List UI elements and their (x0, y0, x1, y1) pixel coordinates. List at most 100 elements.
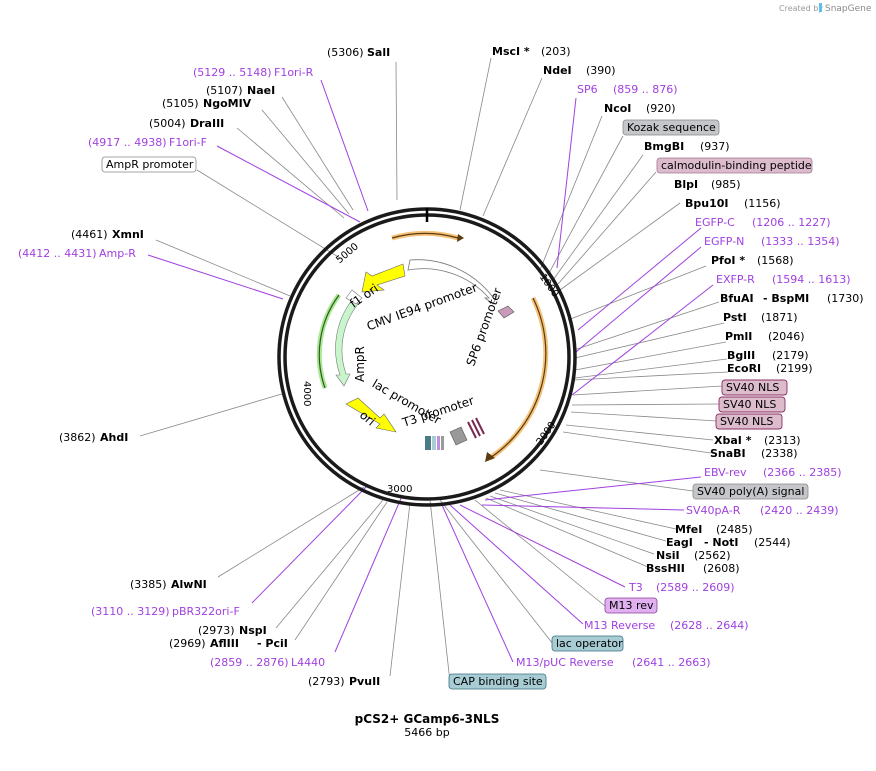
enzyme-alwni[interactable]: (3385) AlwNI (130, 578, 207, 591)
svg-text:- PciI: - PciI (257, 637, 288, 650)
enzyme-pmli[interactable]: PmlI (2046) (725, 330, 805, 343)
enzyme-ndei[interactable]: NdeI (390) (543, 64, 616, 77)
svg-text:(2589 .. 2609): (2589 .. 2609) (656, 581, 735, 594)
enzyme-pvuii[interactable]: (2793) PvuII (308, 675, 380, 688)
primer-sp6[interactable]: SP6 (859 .. 876) (577, 83, 678, 96)
plasmid-length: 5466 bp (404, 726, 449, 739)
svg-text:DraIII: DraIII (190, 117, 224, 130)
feature-sv40-nls-3[interactable]: SV40 NLS (715, 413, 783, 430)
gcamp-orf-arrow (485, 452, 495, 462)
svg-text:CAP binding site: CAP binding site (453, 675, 543, 688)
feature-sv40-polya-signal[interactable]: SV40 poly(A) signal (692, 483, 809, 500)
enzyme-naei[interactable]: (5107) NaeI (206, 84, 275, 97)
enzyme-xmni[interactable]: (4461) XmnI (71, 228, 144, 241)
svg-text:(985): (985) (711, 178, 741, 191)
snapgene-branding: Created by SnapGene (779, 3, 872, 14)
enzyme-bpu10i[interactable]: Bpu10I (1156) (685, 197, 781, 210)
primer-l4440[interactable]: (2859 .. 2876) L4440 (210, 656, 325, 669)
enzyme-nspi[interactable]: (2973) NspI (198, 624, 267, 637)
primer-exfp-r[interactable]: EXFP-R (1594 .. 1613) (716, 273, 851, 286)
svg-text:(2628 .. 2644): (2628 .. 2644) (670, 619, 749, 632)
svg-text:(4461): (4461) (71, 228, 108, 241)
svg-text:(2366 .. 2385): (2366 .. 2385) (763, 466, 842, 479)
svg-text:(2641 .. 2663): (2641 .. 2663) (632, 656, 711, 669)
created-by-text: Created by (779, 4, 823, 13)
feature-m13-rev[interactable]: M13 rev (604, 597, 658, 614)
enzyme-msci[interactable]: MscI * (203) (492, 45, 571, 58)
primer-ebv-rev[interactable]: EBV-rev (2366 .. 2385) (704, 466, 842, 479)
svg-text:Amp-R: Amp-R (99, 247, 136, 260)
feature-lac-operator[interactable]: lac operator (551, 635, 624, 652)
enzyme-bglii[interactable]: BglII (2179) (727, 349, 809, 362)
enzyme-ecori[interactable]: EcoRI (2199) (727, 362, 813, 375)
enzyme-draiii[interactable]: (5004) DraIII (149, 117, 224, 130)
enzyme-pfoi[interactable]: PfoI * (1568) (711, 254, 794, 267)
primer-m13-reverse[interactable]: M13 Reverse (2628 .. 2644) (584, 619, 749, 632)
svg-text:PfoI *: PfoI * (711, 254, 745, 267)
primer-t3[interactable]: T3 (2589 .. 2609) (628, 581, 735, 594)
f1-ori-arrow (361, 263, 406, 293)
left-labels: (5306) SalI (5129 .. 5148) F1ori-R (5107… (18, 46, 390, 688)
svg-text:EGFP-C: EGFP-C (695, 216, 735, 229)
svg-text:T3: T3 (628, 581, 643, 594)
svg-text:BlpI: BlpI (674, 178, 698, 191)
svg-text:(2562): (2562) (694, 549, 731, 562)
primer-amp-r[interactable]: (4412 .. 4431) Amp-R (18, 247, 136, 260)
snapgene-logo-icon (819, 3, 822, 12)
svg-text:NgoMIV: NgoMIV (203, 97, 252, 110)
feature-cap-binding-site[interactable]: CAP binding site (448, 673, 547, 690)
primer-sv40pa-r[interactable]: SV40pA-R (2420 .. 2439) (686, 504, 839, 517)
enzyme-blpi[interactable]: BlpI (985) (674, 178, 741, 191)
svg-text:AlwNI: AlwNI (171, 578, 207, 591)
svg-text:F1ori-F: F1ori-F (169, 136, 207, 149)
enzyme-ngomiv[interactable]: (5105) NgoMIV (162, 97, 252, 110)
feature-ampr-promoter[interactable]: AmpR promoter (101, 156, 197, 173)
svg-text:(2969): (2969) (169, 637, 206, 650)
svg-text:AmpR promoter: AmpR promoter (106, 158, 194, 171)
feature-sv40-nls-1[interactable]: SV40 NLS (721, 379, 788, 396)
svg-text:(3862): (3862) (59, 431, 96, 444)
svg-text:(1730): (1730) (827, 292, 864, 305)
svg-text:(2793): (2793) (308, 675, 345, 688)
primer-pbr322ori-f[interactable]: (3110 .. 3129) pBR322ori-F (91, 605, 240, 618)
primer-f1ori-f[interactable]: (4917 .. 4938) F1ori-F (88, 136, 207, 149)
svg-text:BmgBI: BmgBI (644, 140, 684, 153)
plasmid-name: pCS2+ GCamp6-3NLS (355, 712, 500, 726)
enzyme-xbai[interactable]: XbaI * (2313) (714, 434, 801, 447)
enzyme-nsii[interactable]: NsiI (2562) (656, 549, 731, 562)
enzyme-ncoi[interactable]: NcoI (920) (604, 102, 676, 115)
enzyme-bfuai-bspmi[interactable]: BfuAI - BspMI (1730) (720, 292, 864, 305)
sv40-polya-glyph (449, 426, 468, 446)
svg-text:MscI *: MscI * (492, 45, 530, 58)
svg-text:(920): (920) (646, 102, 676, 115)
svg-text:XmnI: XmnI (112, 228, 144, 241)
svg-text:SV40 NLS: SV40 NLS (720, 415, 773, 428)
primer-egfp-n[interactable]: EGFP-N (1333 .. 1354) (704, 235, 840, 248)
enzyme-sali[interactable]: (5306) SalI (327, 46, 390, 59)
primer-egfp-c[interactable]: EGFP-C (1206 .. 1227) (695, 216, 831, 229)
ampr-arrow (335, 299, 359, 387)
feature-calmodulin-binding-peptide[interactable]: calmodulin-binding peptide (656, 157, 813, 174)
feature-kozak-sequence[interactable]: Kozak sequence (622, 119, 720, 136)
primer-m13-puc-reverse[interactable]: M13/pUC Reverse (2641 .. 2663) (516, 656, 711, 669)
enzyme-eagi-noti[interactable]: EagI - NotI (2544) (666, 536, 791, 549)
enzyme-ahdi[interactable]: (3862) AhdI (59, 431, 128, 444)
enzyme-mfei[interactable]: MfeI (2485) (675, 523, 753, 536)
enzyme-snabi[interactable]: SnaBI (2338) (710, 447, 798, 460)
snapgene-name: SnapGene (825, 4, 872, 14)
svg-text:pBR322ori-F: pBR322ori-F (172, 605, 240, 618)
svg-text:BfuAI: BfuAI (720, 292, 754, 305)
primer-f1ori-r[interactable]: (5129 .. 5148) F1ori-R (193, 66, 314, 79)
enzyme-psti[interactable]: PstI (1871) (723, 311, 798, 324)
svg-text:(2544): (2544) (754, 536, 791, 549)
enzyme-bmgbi[interactable]: BmgBI (937) (644, 140, 730, 153)
svg-text:calmodulin-binding peptide: calmodulin-binding peptide (661, 159, 812, 172)
enzyme-bsshii[interactable]: BssHII (2608) (646, 562, 740, 575)
enzyme-afliii-pcii[interactable]: (2969) AflIII - PciI (169, 637, 288, 650)
svg-text:EagI: EagI (666, 536, 693, 549)
svg-text:EBV-rev: EBV-rev (704, 466, 747, 479)
svg-text:(4412 .. 4431): (4412 .. 4431) (18, 247, 97, 260)
ori-arrow (345, 397, 397, 433)
feature-sv40-nls-2[interactable]: SV40 NLS (718, 396, 786, 413)
